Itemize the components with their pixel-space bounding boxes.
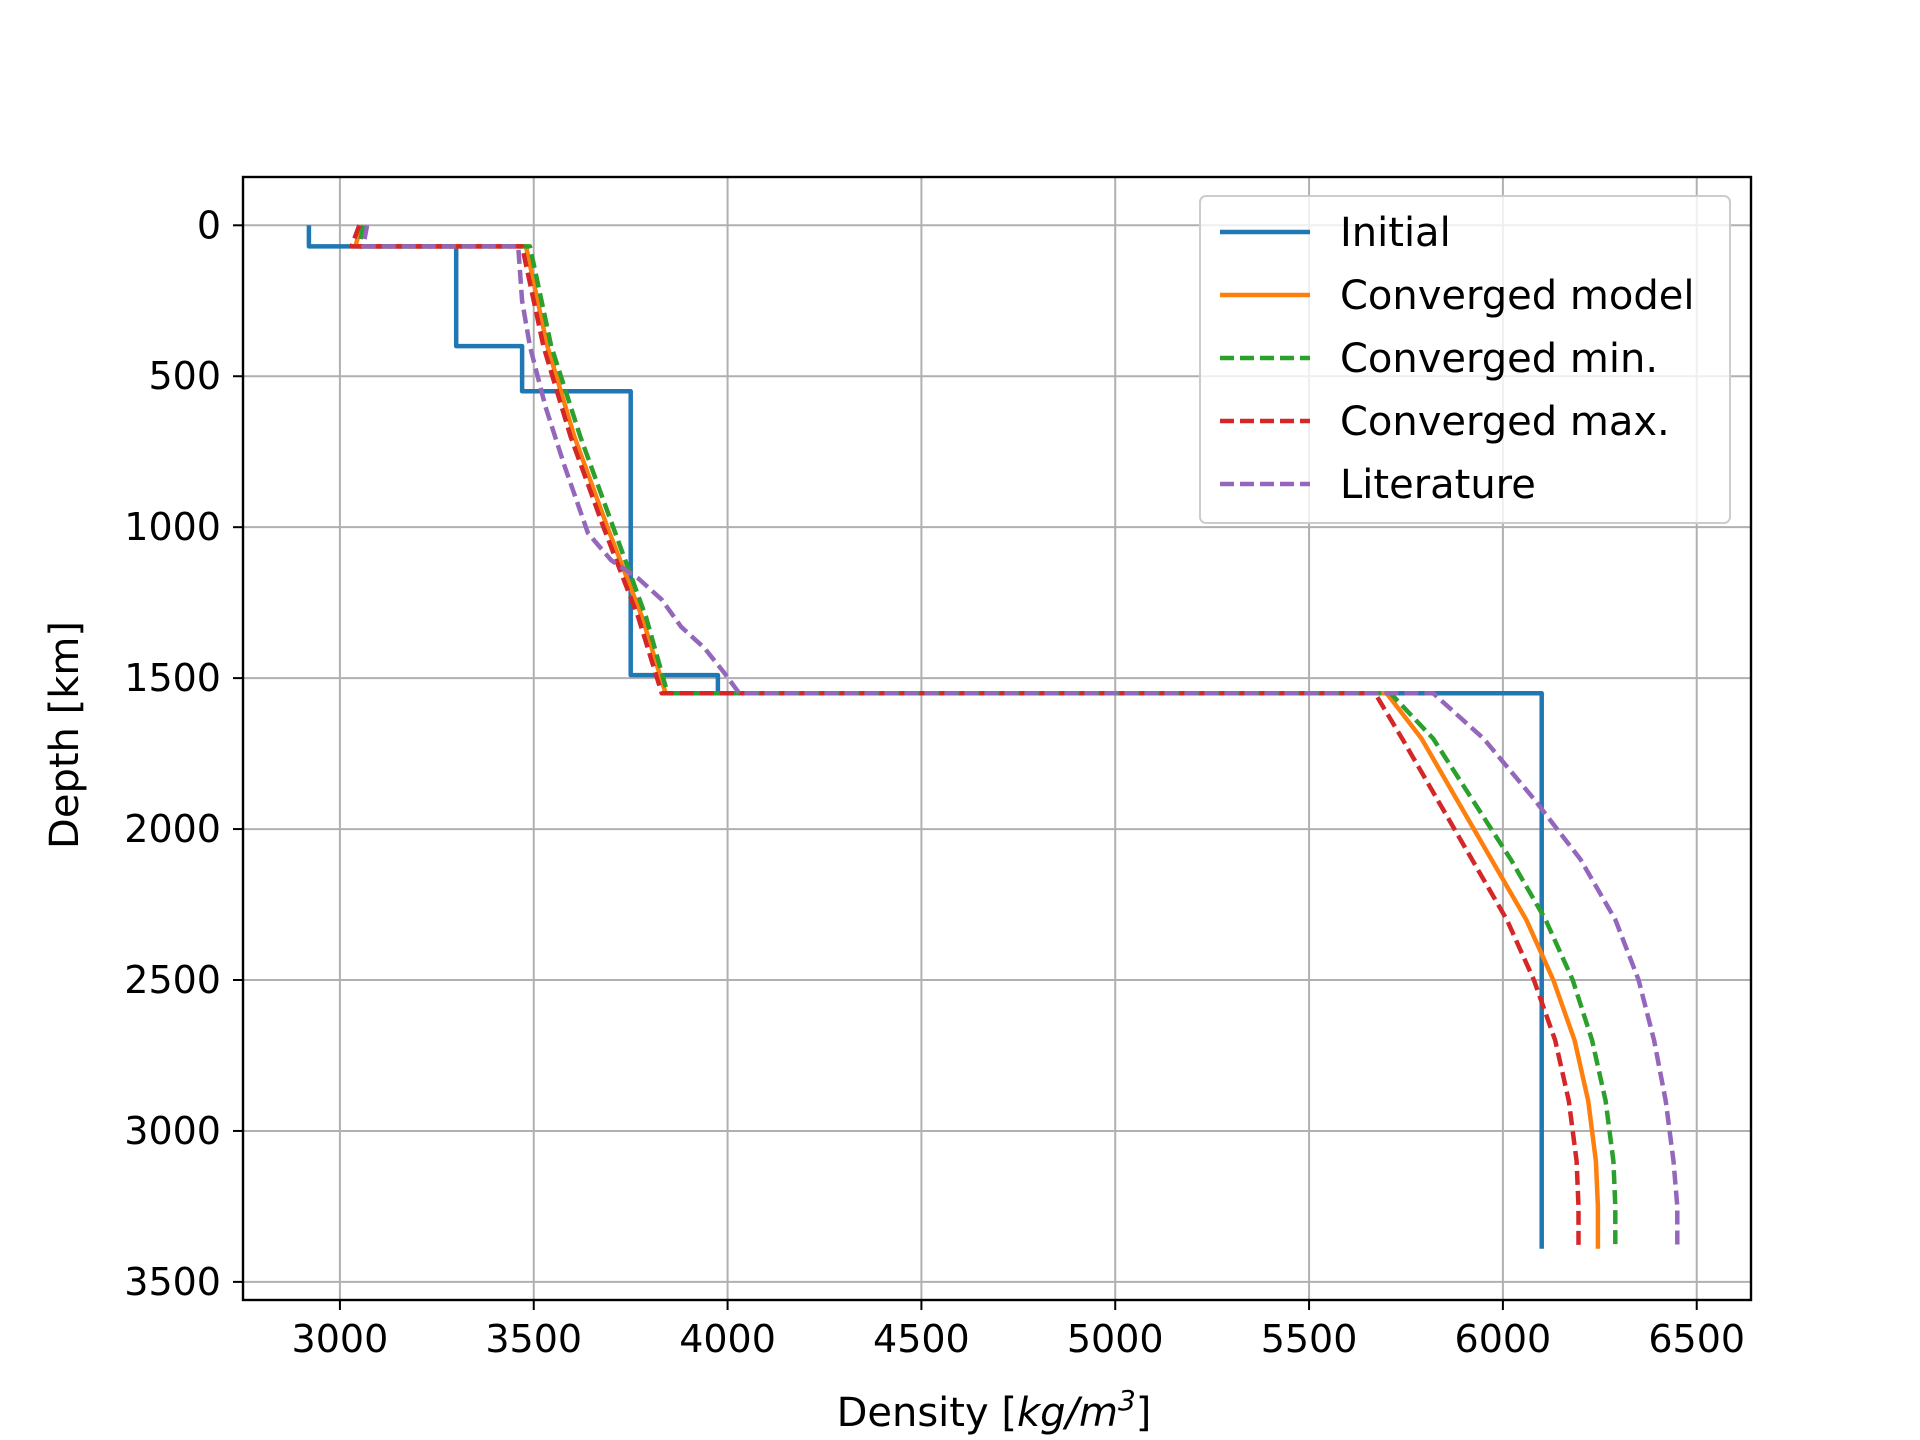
x-axis: 3000 3500 4000 4500 5000 5500 6000 6500	[292, 1300, 1745, 1361]
y-axis: 0 500 1000 1500 2000 2500 3000 3500	[124, 203, 243, 1304]
legend-label: Converged min.	[1340, 336, 1658, 382]
legend-label: Converged model	[1340, 273, 1694, 319]
x-tick-label: 4500	[873, 1317, 970, 1361]
y-tick-label: 500	[148, 354, 221, 398]
series-line	[349, 224, 1581, 1249]
x-axis-label: Density [kg/m3]	[837, 1384, 1152, 1436]
y-tick-label: 3500	[124, 1260, 221, 1304]
series-line	[357, 224, 1618, 1249]
series-line	[360, 224, 1680, 1249]
y-tick-label: 1000	[124, 505, 221, 549]
x-tick-label: 6500	[1648, 1317, 1745, 1361]
x-tick-label: 5000	[1067, 1317, 1164, 1361]
y-tick-label: 2500	[124, 958, 221, 1002]
y-tick-label: 1500	[124, 656, 221, 700]
x-tick-label: 3500	[485, 1317, 582, 1361]
series-lines	[306, 224, 1680, 1249]
y-tick-label: 2000	[124, 807, 221, 851]
y-axis-label: Depth [km]	[42, 621, 88, 849]
x-tick-label: 5500	[1261, 1317, 1358, 1361]
x-tick-label: 3000	[292, 1317, 389, 1361]
legend-label: Literature	[1340, 462, 1536, 508]
legend: Initial Converged model Converged min. Conv…	[1199, 195, 1731, 524]
legend-label: Initial	[1340, 210, 1451, 256]
series-line	[353, 224, 1601, 1249]
x-tick-label: 6000	[1455, 1317, 1552, 1361]
plot-frame	[241, 175, 1753, 1302]
x-tick-label: 4000	[679, 1317, 776, 1361]
legend-box	[1199, 195, 1731, 524]
y-tick-label: 0	[197, 203, 221, 247]
y-tick-label: 3000	[124, 1109, 221, 1153]
legend-label: Converged max.	[1340, 399, 1670, 445]
